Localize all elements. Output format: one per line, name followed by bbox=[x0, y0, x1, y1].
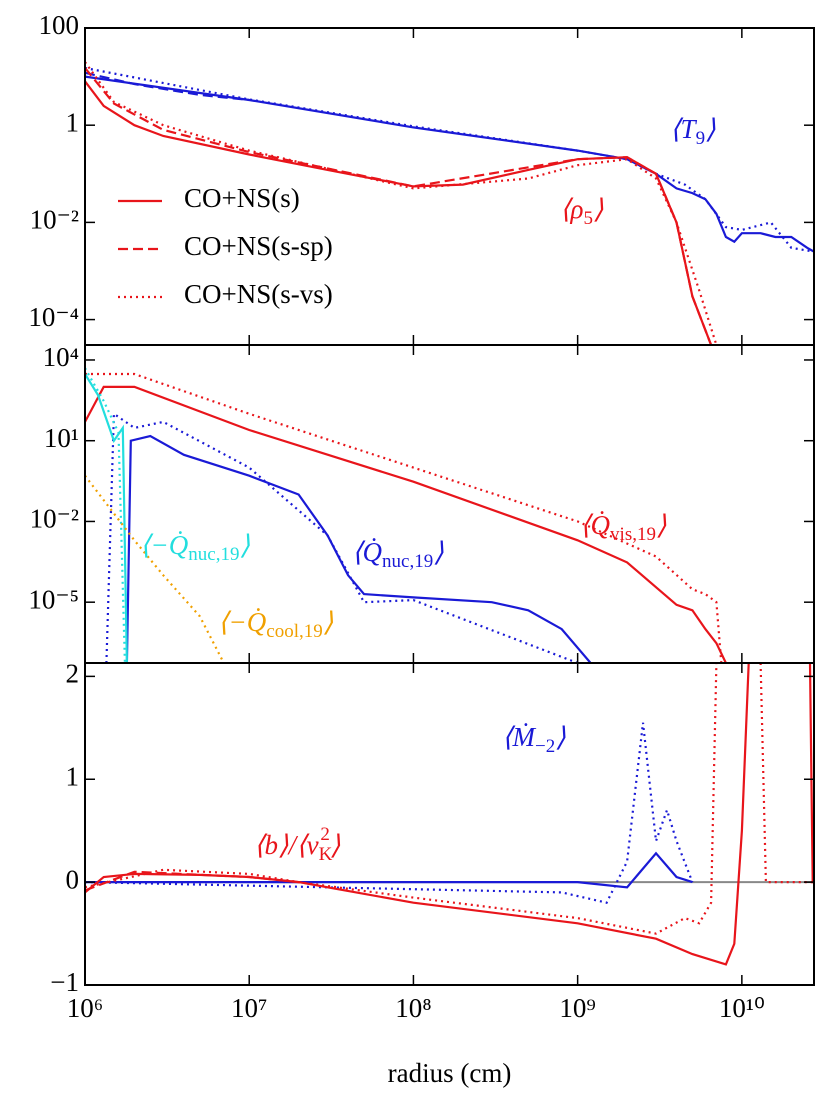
annotation-part: nuc,19 bbox=[382, 551, 433, 572]
x-tick-label: 10⁸ bbox=[395, 993, 431, 1023]
annotation-part: 2 bbox=[320, 824, 330, 845]
annotation-part: ⟨Q̇ bbox=[352, 537, 382, 567]
annotation-part: ⟩ bbox=[323, 607, 334, 637]
annotation-part: ⟨Q̇ bbox=[580, 510, 610, 540]
series-line bbox=[85, 71, 250, 102]
annotation-part: nuc,19 bbox=[188, 544, 239, 565]
annotation-part: ⟩ bbox=[656, 510, 667, 540]
annotation-part: ⟩ bbox=[330, 830, 341, 860]
annotation-part: −2 bbox=[535, 736, 555, 757]
annotation: ⟨Ṁ−2⟩ bbox=[502, 722, 566, 757]
annotation: ⟨ρ5⟩ bbox=[560, 194, 604, 229]
annotation: ⟨−Q̇cool,19⟩ bbox=[218, 607, 334, 642]
y-tick-label: 2 bbox=[66, 659, 80, 689]
y-tick-label: 10⁴ bbox=[43, 342, 79, 372]
series-line bbox=[105, 411, 578, 663]
series-line bbox=[85, 663, 814, 935]
x-tick-label: 10⁹ bbox=[559, 993, 595, 1023]
series-line bbox=[125, 434, 592, 663]
annotation: ⟨Q̇nuc,19⟩ bbox=[352, 537, 444, 572]
series-line bbox=[85, 373, 128, 663]
annotation-part: ⟩ bbox=[239, 530, 250, 560]
y-tick-label: 1 bbox=[66, 761, 80, 791]
axes-frame bbox=[84, 662, 815, 986]
annotation-part: ⟨b⟩/⟨v bbox=[254, 830, 319, 860]
x-tick-label: 10⁷ bbox=[231, 993, 267, 1023]
annotation-part: K bbox=[319, 844, 333, 865]
annotation-part: 9 bbox=[696, 128, 706, 149]
annotation-part: 5 bbox=[584, 208, 594, 229]
y-tick-label: 100 bbox=[39, 10, 80, 40]
annotation-part: ⟨ρ bbox=[560, 194, 584, 224]
series-line bbox=[85, 475, 225, 663]
plot-area bbox=[85, 367, 727, 663]
series-line bbox=[85, 66, 814, 253]
legend-label: CO+NS(s-vs) bbox=[184, 279, 333, 309]
annotation-part: cool,19 bbox=[266, 621, 322, 642]
series-line bbox=[85, 80, 713, 345]
y-tick-label: 1 bbox=[66, 107, 80, 137]
annotation-part: ⟨−Q̇ bbox=[140, 530, 188, 560]
annotation-part: ⟩ bbox=[433, 537, 444, 567]
y-tick-label: 10⁻² bbox=[30, 205, 79, 235]
series-line bbox=[85, 385, 727, 663]
annotation-part: ⟨T bbox=[670, 114, 698, 144]
plot-area bbox=[85, 663, 814, 966]
series-line bbox=[85, 75, 814, 253]
annotation-part: ⟨−Q̇ bbox=[218, 607, 266, 637]
x-tick-label: 10⁶ bbox=[67, 993, 103, 1023]
annotation: ⟨Q̇vis,19⟩ bbox=[580, 510, 667, 545]
annotation-part: ⟩ bbox=[555, 722, 566, 752]
legend-label: CO+NS(s-sp) bbox=[184, 231, 333, 261]
series-line bbox=[85, 870, 299, 892]
annotation: ⟨b⟩/⟨vK2⟩ bbox=[254, 824, 341, 865]
series-line bbox=[85, 61, 718, 345]
y-tick-label: 10⁻⁴ bbox=[28, 302, 79, 332]
y-tick-label: 10⁻⁵ bbox=[28, 584, 79, 614]
x-tick-label: 10¹⁰ bbox=[719, 993, 765, 1023]
annotation-part: vis,19 bbox=[610, 524, 656, 545]
plot-area bbox=[85, 61, 814, 345]
series-line bbox=[85, 663, 814, 966]
y-tick-label: 10¹ bbox=[44, 423, 79, 453]
y-tick-label: 0 bbox=[66, 864, 80, 894]
series-line bbox=[85, 367, 126, 663]
series-line bbox=[85, 722, 694, 904]
series-line bbox=[85, 851, 693, 889]
annotation-part: ⟨Ṁ bbox=[502, 722, 537, 752]
annotation-part: ⟩ bbox=[705, 114, 716, 144]
annotation: ⟨−Q̇nuc,19⟩ bbox=[140, 530, 250, 565]
annotation-part: ⟩ bbox=[593, 194, 604, 224]
y-tick-label: 10⁻² bbox=[30, 504, 79, 534]
x-axis-label: radius (cm) bbox=[388, 1058, 512, 1088]
series-line bbox=[85, 372, 723, 663]
annotation: ⟨T9⟩ bbox=[670, 114, 716, 149]
legend-label: CO+NS(s) bbox=[184, 183, 300, 213]
axes-frame bbox=[84, 344, 815, 664]
y-tick-label: −1 bbox=[50, 967, 79, 997]
series-line bbox=[85, 67, 713, 345]
